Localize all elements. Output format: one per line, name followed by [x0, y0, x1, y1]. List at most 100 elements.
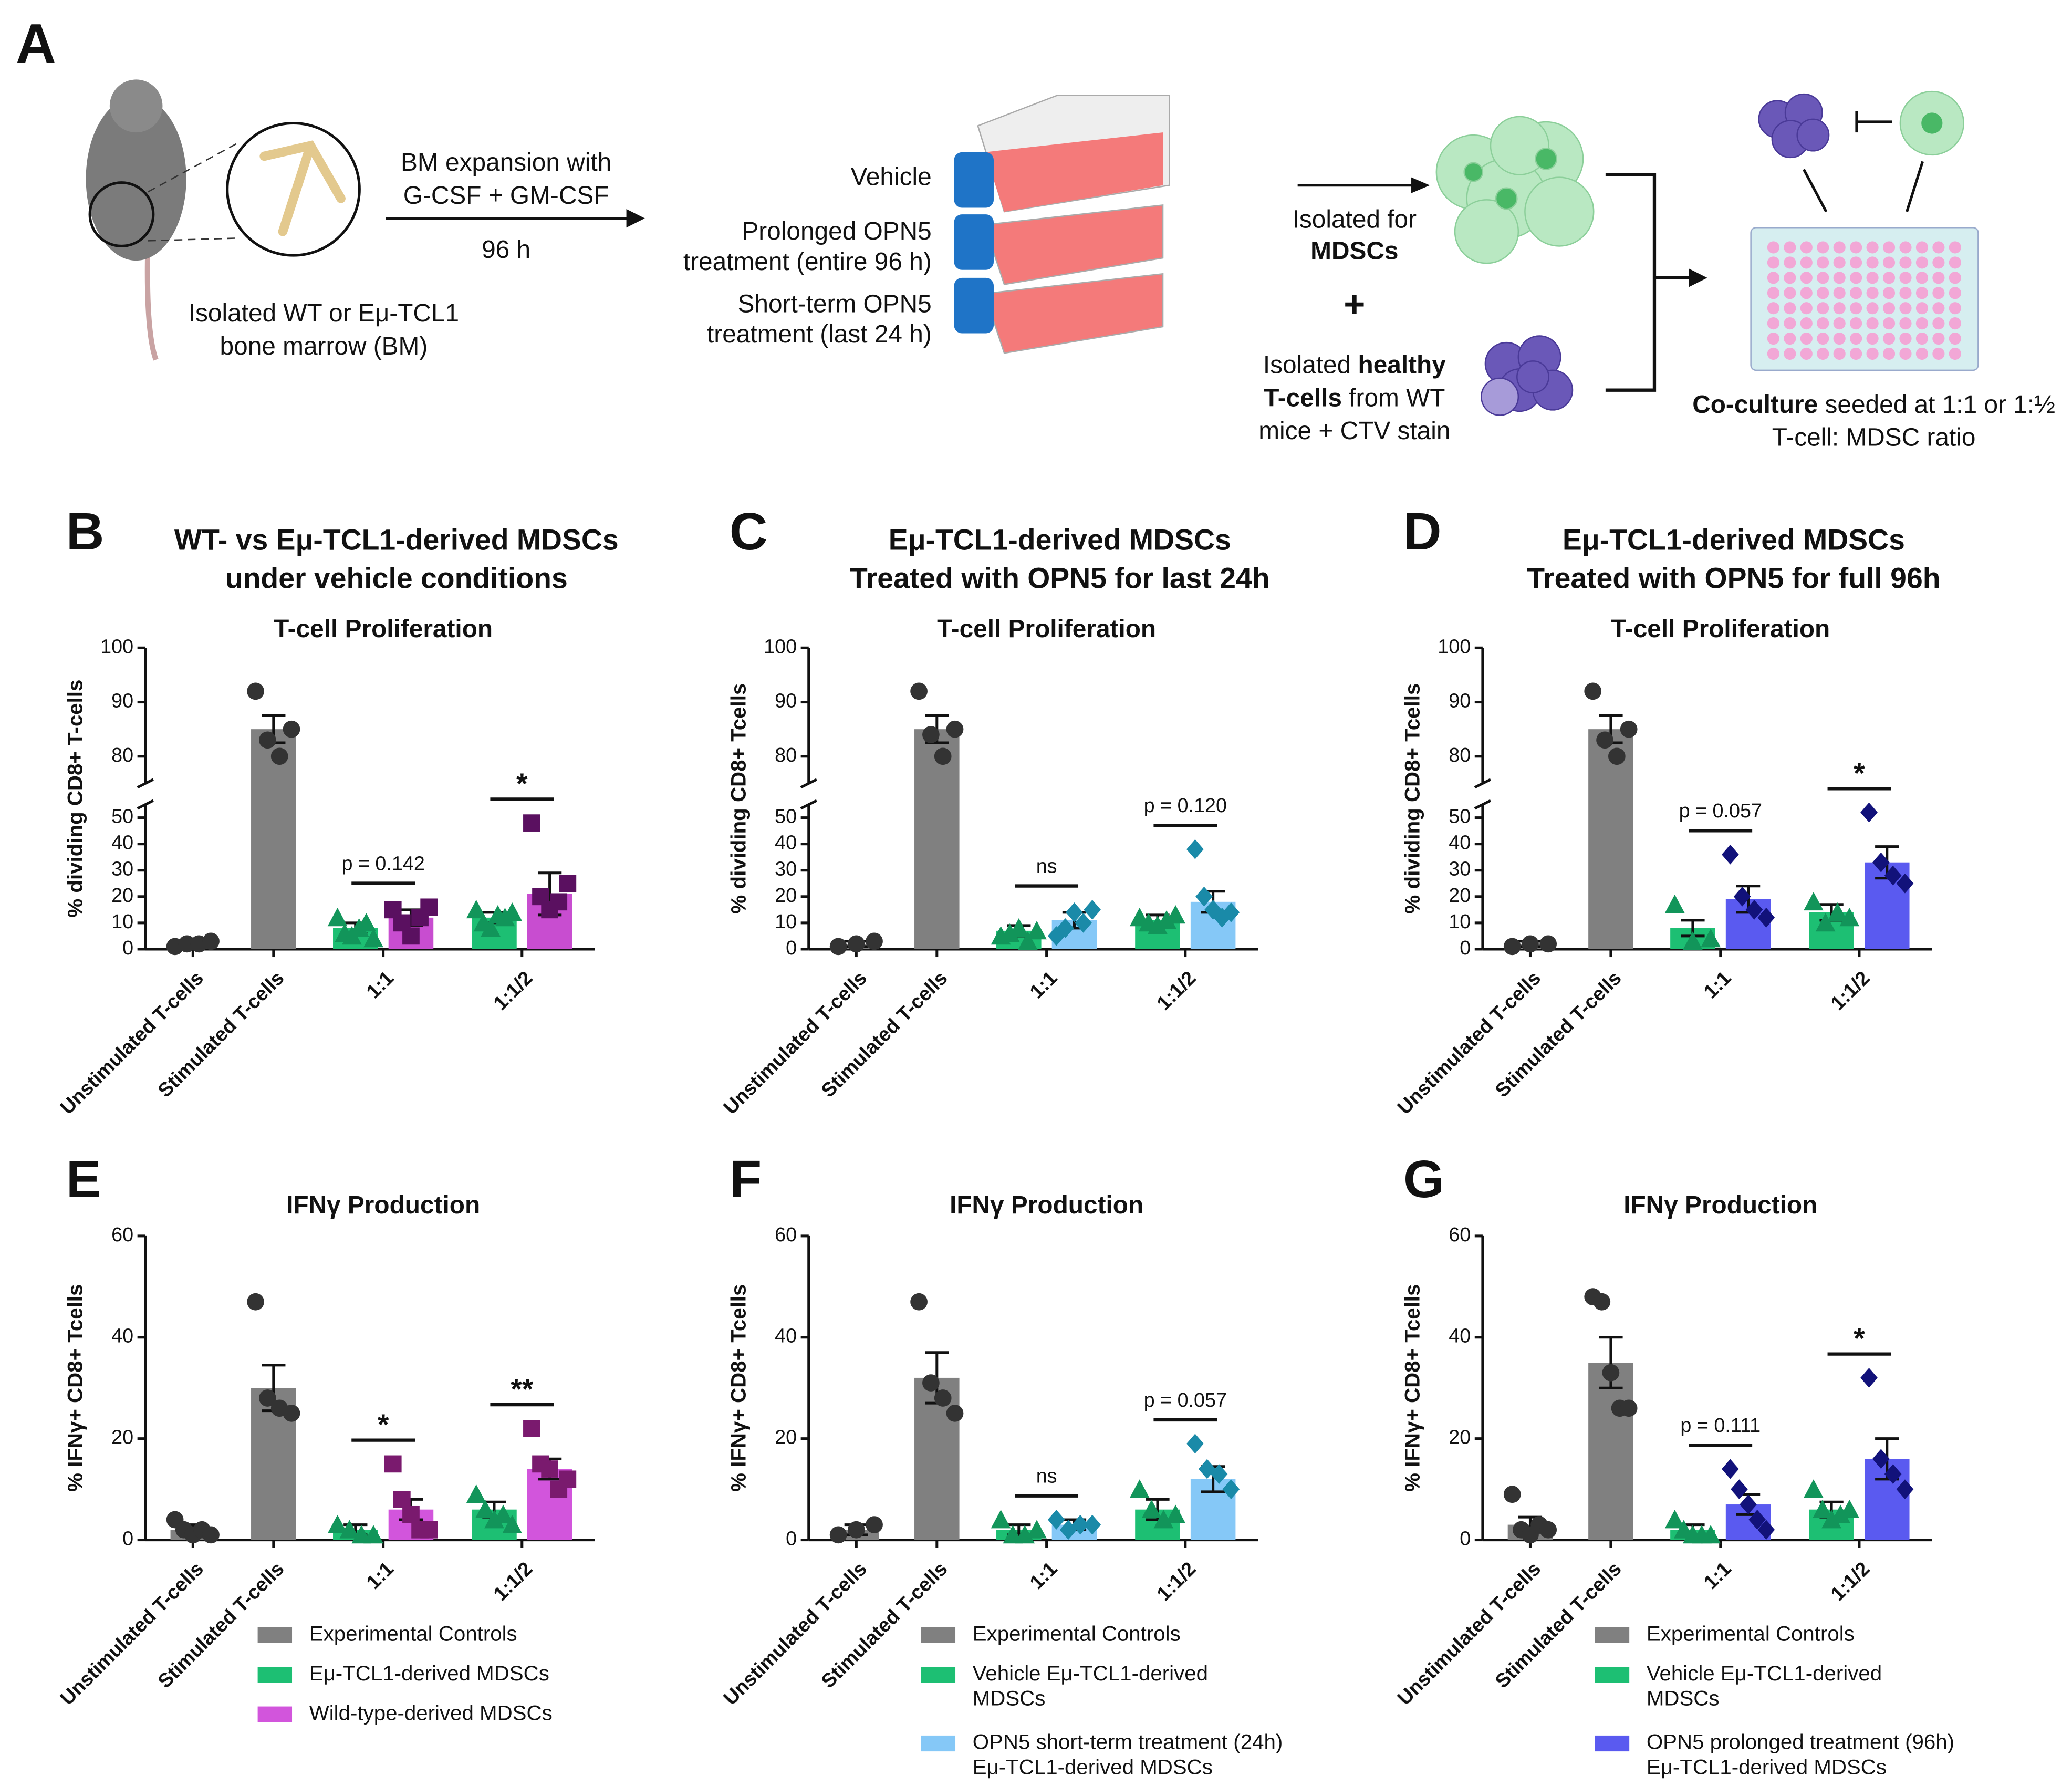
- point: [847, 935, 865, 953]
- point: [1057, 918, 1074, 938]
- panel-label: G: [1403, 1150, 1444, 1209]
- well: [1833, 332, 1846, 345]
- point: [1748, 1510, 1766, 1530]
- well: [1932, 272, 1945, 284]
- point: [1539, 935, 1557, 953]
- well: [1784, 287, 1796, 299]
- axis-break: [137, 778, 154, 789]
- arrow-head: [1411, 177, 1430, 193]
- y-tick-label: 30: [1449, 858, 1471, 880]
- y-axis-label: % IFNγ+ CD8+ Tcells: [1401, 1284, 1424, 1492]
- well: [1800, 287, 1813, 299]
- significance-label: p = 0.120: [1144, 794, 1227, 816]
- point: [1027, 1520, 1047, 1539]
- point: [1584, 682, 1602, 700]
- point: [475, 1499, 495, 1519]
- point: [247, 682, 264, 700]
- significance-label: *: [516, 767, 528, 800]
- y-tick-label: 40: [111, 1325, 133, 1347]
- point: [1733, 886, 1751, 907]
- point: [420, 898, 438, 916]
- well: [1850, 241, 1862, 254]
- bar: [914, 1377, 960, 1540]
- flask-cap: [954, 152, 994, 208]
- well: [1833, 287, 1846, 299]
- y-tick-label: 20: [111, 1426, 133, 1448]
- legend-label: Experimental Controls: [973, 1622, 1181, 1645]
- legend-swatch: [257, 1627, 293, 1643]
- chart-title: Treated with OPN5 for last 24h: [850, 562, 1270, 595]
- x-tick-label: Unstimulated T-cells: [719, 967, 871, 1118]
- point: [363, 929, 383, 948]
- legend-label: Eμ-TCL1-derived MDSCs: [973, 1755, 1213, 1779]
- y-tick-label: 100: [100, 635, 133, 657]
- y-tick-label: 100: [764, 635, 797, 657]
- point: [339, 1520, 360, 1539]
- point: [1804, 891, 1824, 911]
- point: [1821, 1510, 1841, 1529]
- point: [1141, 1499, 1162, 1519]
- point: [1620, 1399, 1638, 1417]
- x-tick-label: 1:1/2: [1152, 1557, 1200, 1605]
- point: [1602, 1364, 1620, 1382]
- x-tick-label: 1:1/2: [489, 1557, 536, 1605]
- bar: [251, 729, 296, 949]
- well: [1899, 287, 1912, 299]
- point: [493, 1504, 513, 1523]
- point: [934, 747, 952, 765]
- well: [1866, 347, 1879, 360]
- bm-zoom: [88, 181, 155, 247]
- point: [1722, 1459, 1739, 1479]
- significance-label: p = 0.111: [1680, 1414, 1761, 1436]
- well: [1767, 302, 1779, 315]
- well: [1767, 347, 1779, 360]
- y-tick-label: 20: [1449, 1426, 1471, 1448]
- x-tick-label: Unstimulated T-cells: [719, 1557, 871, 1709]
- well: [1767, 287, 1779, 299]
- well: [1899, 317, 1912, 330]
- well: [1932, 256, 1945, 269]
- point: [934, 1389, 952, 1407]
- point: [1157, 910, 1176, 929]
- point: [922, 1374, 940, 1392]
- point: [178, 935, 196, 953]
- significance-label: ns: [1036, 1465, 1057, 1487]
- point: [1815, 912, 1836, 932]
- legend-label: Eμ-TCL1-derived MDSCs: [309, 1662, 549, 1685]
- y-tick-label: 20: [775, 884, 797, 906]
- point: [991, 1510, 1011, 1529]
- well: [1817, 332, 1829, 345]
- y-tick-label: 40: [111, 832, 133, 854]
- tcell-label: Isolated healthy: [1263, 351, 1446, 379]
- y-tick-label: 50: [111, 805, 133, 827]
- legend-swatch: [1595, 1667, 1630, 1683]
- legend-label: Vehicle Eμ-TCL1-derived: [1647, 1662, 1882, 1685]
- well: [1767, 241, 1779, 254]
- well: [1949, 317, 1961, 330]
- point: [384, 1455, 402, 1473]
- y-tick-label: 40: [1449, 1325, 1471, 1347]
- x-tick-label: 1:1: [1699, 1557, 1735, 1593]
- well: [1882, 302, 1896, 315]
- tcell-cells: [1481, 335, 1574, 416]
- point: [559, 1470, 577, 1488]
- well: [1949, 272, 1961, 284]
- y-tick-label: 10: [1449, 910, 1471, 932]
- flask-label: treatment (entire 96 h): [683, 248, 932, 276]
- point: [202, 932, 220, 950]
- well: [1882, 287, 1896, 299]
- bracket: [1605, 173, 1657, 392]
- significance-label: p = 0.142: [341, 852, 424, 874]
- point: [420, 1521, 438, 1539]
- y-tick-label: 60: [111, 1223, 133, 1245]
- well: [1833, 256, 1846, 269]
- point: [829, 1526, 847, 1544]
- point: [1722, 844, 1739, 865]
- point: [1830, 1504, 1851, 1523]
- mdsc-nucleus: [1921, 112, 1943, 134]
- arrow: [1906, 161, 1924, 212]
- well: [1915, 272, 1929, 284]
- arrow-head: [1689, 268, 1707, 287]
- chart-subtitle: T-cell Proliferation: [274, 615, 493, 643]
- well: [1850, 287, 1862, 299]
